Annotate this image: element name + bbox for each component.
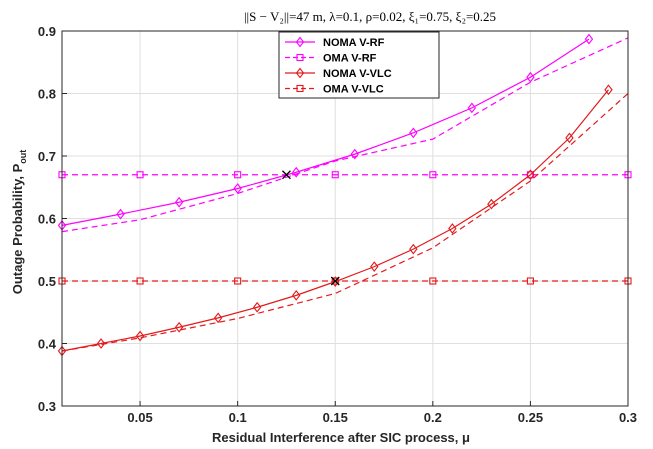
y-tick-label: 0.8	[38, 87, 56, 102]
data-point	[467, 102, 477, 114]
y-tick-label: 0.4	[38, 337, 57, 352]
data-point	[429, 277, 437, 285]
legend-marker	[295, 67, 305, 79]
legend-label: OMA V-RF	[323, 53, 377, 65]
data-point	[429, 171, 437, 179]
data-point	[331, 277, 339, 285]
data-point	[370, 261, 379, 273]
intersection-x-marker	[281, 170, 291, 180]
data-point	[331, 171, 339, 179]
data-point	[487, 198, 496, 210]
x-tick-label: 0.3	[619, 410, 637, 425]
series-line	[61, 37, 629, 233]
y-tick-label: 0.6	[38, 212, 56, 227]
x-tick-label: 0.05	[127, 410, 152, 425]
legend-marker	[295, 36, 305, 48]
data-point	[174, 196, 184, 208]
data-point	[234, 171, 242, 179]
intersection-x-marker	[330, 276, 340, 286]
data-point	[116, 208, 125, 220]
data-point	[526, 71, 535, 83]
data-point	[136, 277, 144, 285]
data-point	[136, 171, 144, 179]
y-axis-ticks: 0.3 0.4 0.5 0.6 0.7 0.8 0.9	[38, 24, 67, 414]
x-axis-ticks: 0.05 0.1 0.15 0.2 0.25 0.3	[127, 401, 637, 425]
series-line	[61, 38, 590, 226]
data-point	[350, 148, 359, 160]
data-point	[331, 276, 340, 288]
data-point	[526, 169, 535, 181]
y-tick-label: 0.7	[38, 149, 56, 164]
legend-label: NOMA V-VLC	[323, 68, 392, 80]
data-point	[409, 127, 418, 139]
legend-label: NOMA V-RF	[323, 37, 385, 49]
series-1	[57, 33, 594, 231]
legend-entry: OMA V-VLC	[285, 84, 384, 96]
data-point	[135, 330, 145, 342]
chart-title: ||S − V₂||=47 m, λ=0.1, ρ=0.02, ξ₁=0.75,…	[244, 9, 496, 24]
data-point	[409, 243, 418, 255]
legend: NOMA V-RF OMA V-RF NOMA V-VLC OMA V-VLC	[278, 31, 440, 99]
data-point	[526, 277, 534, 285]
series-4	[58, 93, 632, 352]
legend-entry: NOMA V-VLC	[285, 67, 392, 80]
data-point	[96, 338, 106, 349]
x-tick-label: 0.15	[323, 410, 348, 425]
data-point	[565, 132, 574, 144]
data-point	[292, 166, 301, 178]
legend-box	[278, 31, 440, 99]
legend-marker	[296, 53, 304, 62]
x-tick-label: 0.25	[518, 410, 543, 425]
data-point	[213, 312, 223, 324]
data-point	[292, 289, 301, 301]
legend-entry: OMA V-RF	[285, 53, 377, 65]
data-point	[234, 277, 242, 285]
y-axis-label: Outage Probability, Pout	[10, 150, 28, 295]
legend-marker	[296, 84, 304, 93]
plot-border	[61, 30, 629, 407]
annotation-layer	[281, 170, 340, 286]
data-point	[604, 84, 613, 96]
x-tick-label: 0.1	[229, 410, 247, 425]
x-axis-label: Residual Interference after SIC process,…	[212, 430, 470, 445]
data-point	[174, 321, 184, 333]
y-tick-label: 0.9	[38, 24, 56, 39]
series-line	[61, 93, 629, 352]
y-tick-label: 0.3	[38, 399, 56, 414]
legend-entry: NOMA V-RF	[285, 36, 385, 49]
data-point	[584, 33, 594, 45]
y-tick-label: 0.5	[38, 274, 56, 289]
data-point	[252, 301, 262, 313]
x-tick-label: 0.2	[424, 410, 442, 425]
data-point	[448, 223, 457, 234]
legend-label: OMA V-VLC	[323, 84, 384, 96]
